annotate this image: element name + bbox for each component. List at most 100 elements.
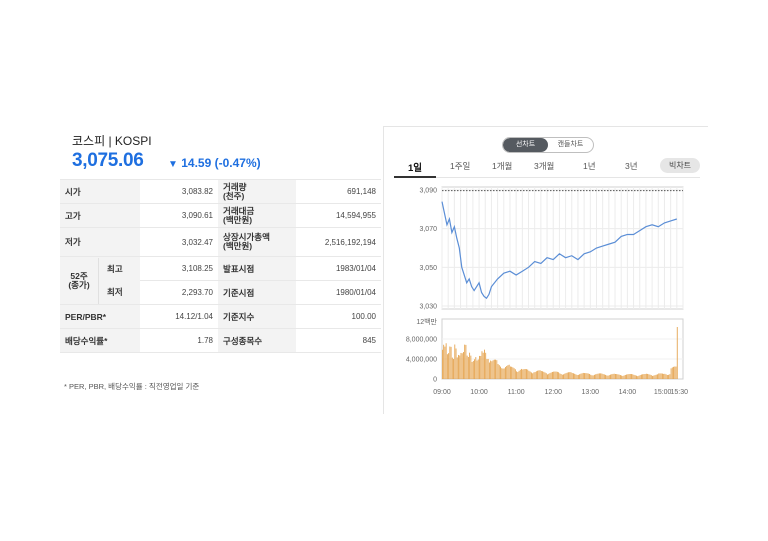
volume-bar: [503, 368, 505, 379]
volume-bar: [624, 374, 626, 379]
constituents-value: 845: [296, 328, 381, 353]
volume-bar: [674, 366, 676, 379]
volume-bar: [602, 374, 604, 379]
candle-chart-button[interactable]: 캔들차트: [557, 141, 584, 148]
volume-bar: [642, 374, 644, 379]
volume-y-tick: 4,000,000: [406, 357, 437, 364]
volume-bar: [444, 346, 446, 379]
line-chart-button[interactable]: 선차트: [503, 138, 548, 152]
volume-bar: [488, 362, 490, 379]
volume-bar: [585, 373, 587, 379]
volume-bar: [522, 369, 524, 379]
volume-bar: [618, 374, 620, 379]
volume-bar: [492, 360, 494, 379]
x-tick: 09:00: [433, 389, 451, 396]
volume-bar: [608, 375, 610, 379]
volume-bar: [637, 376, 639, 379]
volume-bar: [538, 370, 540, 379]
volume-bar: [566, 372, 568, 379]
x-tick: 14:00: [619, 389, 637, 396]
tab-3month[interactable]: 3개월: [534, 161, 555, 171]
x-tick: 10:00: [470, 389, 488, 396]
price-y-tick: 3,030: [419, 304, 437, 311]
index-title: 코스피 | KOSPI: [72, 134, 152, 148]
volume-bar: [470, 355, 472, 379]
volume-bar: [502, 368, 504, 379]
table-row: 저가 3,032.47 상장시가총액 (백만원) 2,516,192,194: [60, 227, 381, 257]
tab-1month[interactable]: 1개월: [492, 161, 513, 171]
volume-bar: [547, 374, 548, 379]
volume-bar: [460, 352, 462, 379]
x-tick: 13:00: [582, 389, 600, 396]
tab-1week[interactable]: 1주일: [450, 161, 471, 171]
volume-bar: [571, 372, 573, 379]
volume-bar: [613, 373, 615, 379]
tab-1day[interactable]: 1일: [408, 163, 423, 174]
tab-3year[interactable]: 3년: [625, 161, 638, 171]
volume-bar: [584, 373, 585, 379]
price-change: ▼ 14.59 (-0.47%): [168, 156, 261, 170]
volume-bar: [487, 358, 489, 379]
volume-bar: [661, 373, 663, 379]
volume-bar: [535, 371, 537, 379]
price-y-tick: 3,090: [419, 188, 437, 195]
volume-bar: [508, 364, 510, 379]
volume-bar: [653, 375, 655, 379]
volume-bar: [449, 346, 451, 379]
volume-bar: [576, 374, 578, 379]
volume-bar: [469, 352, 471, 379]
volume-bar: [658, 373, 660, 379]
volume-bar: [659, 373, 661, 379]
volume-bar: [636, 375, 637, 379]
current-price: 3,075.06: [72, 150, 144, 171]
volume-bar: [580, 373, 582, 379]
volume-bar: [485, 352, 487, 379]
volume-bar: [548, 373, 550, 379]
table-row: PER/PBR* 14.12/1.04 기준지수 100.00: [60, 304, 381, 329]
volume-value: 691,148: [296, 179, 381, 204]
high-label: 고가: [60, 203, 140, 228]
volume-bar: [465, 344, 467, 379]
volume-bar: [501, 368, 503, 379]
tab-1year[interactable]: 1년: [583, 161, 596, 171]
footnote: * PER, PBR, 배당수익률 : 직전영업일 기준: [64, 382, 200, 391]
volume-bar: [586, 373, 588, 379]
table-row: 52주 (종가) 최고 최저 3,108.25 발표시점 1983/01/04: [60, 256, 381, 305]
volume-bar: [569, 372, 571, 379]
price-y-tick: 3,070: [419, 226, 437, 233]
volume-bar: [459, 355, 461, 379]
volume-bar: [456, 357, 458, 379]
volume-bar: [495, 359, 497, 379]
per-pbr-value: 14.12/1.04: [140, 304, 218, 329]
volume-bar: [553, 371, 555, 379]
volume-bar: [577, 374, 579, 379]
x-tick: 15:30: [670, 389, 688, 396]
volume-bar: [486, 359, 488, 379]
volume-bar: [579, 374, 581, 379]
volume-bar: [509, 366, 511, 379]
chart-panel: 선차트 캔들차트 1일 1주일 1개월 3개월 1년 3년 빅차트 3,090 3…: [384, 126, 708, 415]
announce-label: 발표시점: [218, 256, 296, 281]
volume-bar: [540, 370, 542, 379]
volume-bar: [529, 371, 531, 379]
volume-bar: [654, 375, 656, 379]
table-row: 고가 3,090.61 거래대금 (백만원) 14,594,955: [60, 203, 381, 228]
volume-bar: [549, 373, 551, 379]
volume-bar: [590, 374, 592, 379]
volume-bar: [471, 362, 473, 379]
constituents-label: 구성종목수: [218, 328, 296, 353]
big-chart-button[interactable]: 빅차트: [660, 158, 700, 173]
volume-bar: [537, 370, 539, 379]
volume-bar: [598, 373, 600, 379]
trade-value: 14,594,955: [296, 203, 381, 228]
table-row: 배당수익률* 1.78 구성종목수 845: [60, 328, 381, 353]
volume-bar: [506, 365, 508, 379]
volume-bar: [640, 374, 642, 379]
volume-bar: [484, 349, 485, 379]
volume-label: 거래량 (천주): [218, 179, 296, 204]
volume-bar: [516, 371, 518, 379]
volume-bar: [639, 375, 641, 379]
volume-bar: [622, 375, 624, 379]
volume-bar: [514, 369, 516, 379]
active-tab-indicator: [394, 176, 436, 178]
